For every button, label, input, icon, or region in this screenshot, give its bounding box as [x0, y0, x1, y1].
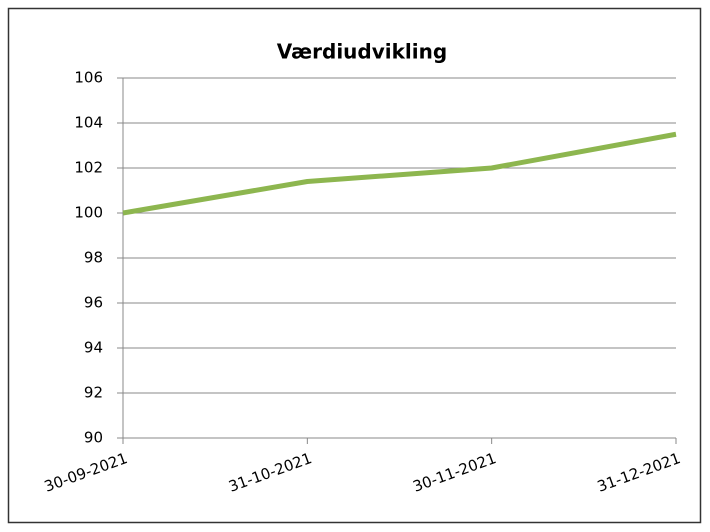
y-tick-label: 94 — [84, 339, 103, 357]
y-tick-label: 96 — [84, 294, 103, 312]
y-tick-label: 100 — [74, 204, 103, 222]
y-tick-label: 102 — [74, 159, 103, 177]
chart-title: Værdiudvikling — [277, 40, 447, 64]
y-tick-label: 98 — [84, 249, 103, 267]
y-tick-label: 104 — [74, 114, 103, 132]
line-series — [122, 131, 677, 216]
y-tick-label: 106 — [74, 69, 103, 87]
y-tick-label: 92 — [84, 384, 103, 402]
chart-border — [7, 7, 702, 524]
y-tick-label: 90 — [84, 429, 103, 447]
